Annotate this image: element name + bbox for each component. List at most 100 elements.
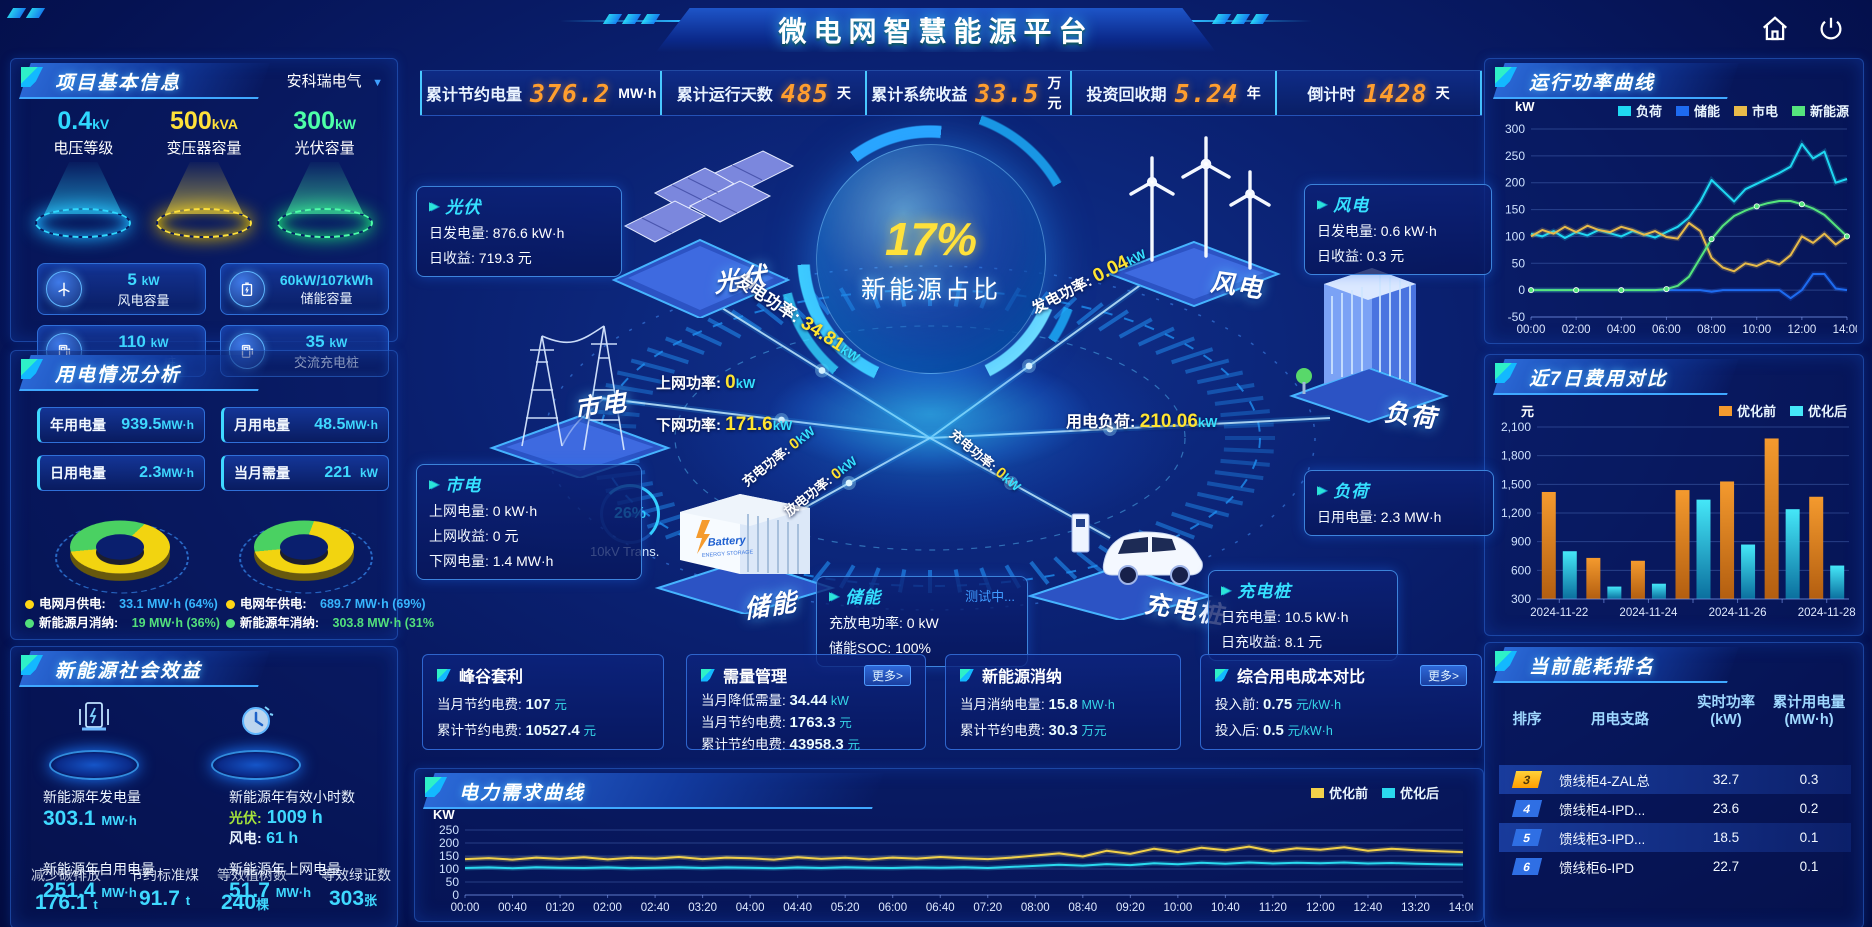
power-curve-legend: 负荷 储能 市电 新能源	[1617, 101, 1849, 120]
svg-text:0: 0	[452, 888, 459, 902]
battery-container-3d: Battery ENERGY STORAGE	[650, 464, 840, 619]
svg-text:150: 150	[439, 849, 459, 863]
svg-text:08:00: 08:00	[1021, 902, 1050, 914]
year-energy-donut	[229, 491, 379, 594]
svg-text:2024-11-28: 2024-11-28	[1798, 607, 1856, 619]
legend-year-renewable: 新能源年消纳: 303.8 MW·h (31%	[225, 614, 434, 633]
panel-social-benefit: 新能源社会效益 新能源年发电量 303.1 MW·h 新能源年有效小时数 光伏:…	[10, 646, 398, 927]
cost-legend: 优化前 优化后	[1718, 401, 1847, 420]
more-button[interactable]: 更多>	[863, 664, 911, 686]
company-select[interactable]: 安科瑞电气 ▼	[287, 70, 383, 91]
svg-text:00:00: 00:00	[1517, 324, 1546, 336]
app-title-bar: 微电网智慧能源平台	[656, 8, 1216, 52]
power-icon[interactable]	[1816, 14, 1846, 44]
table-row[interactable]: 4 馈线柜4-IPD... 23.6 0.2	[1499, 794, 1851, 823]
stat-coal-value: 91.7 t	[139, 887, 191, 910]
svg-text:150: 150	[1505, 203, 1525, 217]
renewable-share-value: 17%	[884, 213, 978, 265]
svg-text:08:40: 08:40	[1068, 902, 1097, 914]
beam-load-power: 用电负荷: 210.06kW	[1066, 411, 1218, 432]
svg-text:02:00: 02:00	[1562, 324, 1591, 336]
kpi-corner-icon	[701, 668, 715, 682]
device-label-load: 负荷	[1383, 398, 1439, 434]
renewable-share-label: 新能源占比	[860, 276, 1001, 304]
stat-saved-energy: 累计节约电量 376.2 MW·h	[420, 71, 660, 115]
legend-item: 市电	[1733, 101, 1778, 120]
stat-payback-period: 投资回收期 5.24 年	[1070, 71, 1275, 115]
ranking-table-header: 排序 用电支路 实时功率 (kW) 累计用电量 (MW·h)	[1512, 695, 1846, 728]
svg-text:200: 200	[439, 836, 459, 850]
svg-text:300: 300	[1511, 592, 1531, 606]
svg-text:2024-11-26: 2024-11-26	[1709, 607, 1767, 619]
svg-text:1,200: 1,200	[1501, 506, 1531, 520]
chip-day-usage: 日用电量 2.3MW·h	[37, 455, 205, 491]
stat-run-days: 累计运行天数 485 天	[660, 71, 865, 115]
stat-self-use-value: 251.4 MW·h	[43, 879, 137, 902]
panel-energy-ranking: 当前能耗排名 排序 用电支路 实时功率 (kW) 累计用电量 (MW·h) 3 …	[1484, 642, 1864, 927]
svg-text:1,500: 1,500	[1501, 477, 1531, 491]
legend-item: 优化前	[1310, 783, 1368, 802]
wind-icon	[46, 271, 82, 307]
rank-badge: 4	[1511, 800, 1543, 817]
realtime-power: 32.7	[1712, 772, 1740, 787]
svg-text:12:40: 12:40	[1354, 902, 1383, 914]
stat-unit: MW·h	[618, 85, 657, 101]
svg-text:2024-11-24: 2024-11-24	[1619, 607, 1678, 619]
chevrons-icon: ▶	[429, 476, 439, 491]
kpi-corner-icon	[1215, 668, 1229, 682]
stat-system-profit: 累计系统收益 33.5 万元	[865, 71, 1070, 115]
demand-curve-chart: 250 200 150 100 50 0 00:00 00:40 01:20 02:00 02:40…	[423, 809, 1477, 915]
beam-down-power: 下网功率: 171.6kW	[656, 414, 793, 435]
kpi-renewable-absorb: 新能源消纳 当月消纳电量: 15.8 MW·h 累计节约电费: 30.3 万元	[945, 654, 1181, 750]
svg-text:04:00: 04:00	[736, 902, 765, 914]
grid-info-box: ▶ 市电 上网电量: 0 kW·h 上网收益: 0 元 下网电量: 1.4 MW·…	[416, 464, 642, 580]
svg-text:2,100: 2,100	[1501, 421, 1531, 434]
legend-item: 新能源	[1791, 101, 1849, 120]
svg-text:900: 900	[1511, 535, 1531, 549]
home-icon[interactable]	[1760, 14, 1790, 44]
legend-item: 负荷	[1617, 101, 1662, 120]
stat-co2-label: 减少碳排放	[31, 867, 101, 883]
chevrons-icon: ▶	[1221, 582, 1231, 597]
table-row[interactable]: 5 馈线柜3-IPD... 18.5 0.1	[1499, 823, 1851, 852]
device-label-wind: 风电	[1209, 268, 1265, 304]
ev-charging-3d	[1020, 480, 1220, 625]
ranking-table-body: 3 馈线柜4-ZAL总 32.7 0.3 4 馈线柜4-IPD... 23.6 …	[1499, 765, 1851, 881]
svg-text:200: 200	[1505, 176, 1525, 190]
chevron-down-icon: ▼	[372, 77, 383, 89]
stat-grid-export-label: 新能源年上网电量	[229, 861, 341, 877]
header-deco-ticks-left	[602, 14, 661, 24]
chip-month-usage: 月用电量 48.5MW·h	[221, 407, 389, 443]
more-button[interactable]: 更多>	[1419, 664, 1467, 686]
stat-countdown: 倒计时 1428 天	[1275, 71, 1482, 115]
total-energy: 0.2	[1799, 801, 1819, 816]
pv-info-box: ▶ 光伏 日发电量: 876.6 kW·h 日收益: 719.3 元	[416, 186, 622, 277]
rank-badge: 5	[1511, 829, 1543, 846]
company-select-value: 安科瑞电气	[286, 73, 362, 90]
total-energy: 0.1	[1799, 830, 1819, 845]
svg-text:06:40: 06:40	[926, 902, 955, 914]
panel-run-power-curve: 运行功率曲线 kW 负荷 储能 市电 新能源 300 250 200 150 100 50 0 -5…	[1484, 58, 1864, 344]
kpi-corner-icon	[960, 668, 974, 682]
table-row[interactable]: 3 馈线柜4-ZAL总 32.7 0.3	[1499, 765, 1851, 794]
table-row[interactable]: 6 馈线柜6-IPD 22.7 0.1	[1499, 852, 1851, 881]
svg-text:04:40: 04:40	[783, 902, 812, 914]
legend-month-renewable: 新能源月消纳: 19 MW·h (36%)	[25, 614, 220, 633]
svg-text:100: 100	[1505, 229, 1525, 243]
legend-item: 储能	[1675, 101, 1720, 120]
svg-text:05:20: 05:20	[831, 902, 860, 914]
svg-text:Battery: Battery	[707, 534, 747, 549]
card-storage-capacity: 60kW/107kWh 储能容量	[220, 263, 389, 315]
svg-text:250: 250	[1505, 149, 1525, 163]
rank-badge: 6	[1511, 858, 1543, 875]
panel-cost-compare: 近7日费用对比 元 优化前 优化后 2,100 1,800 1,500 1,200 900…	[1484, 354, 1864, 636]
svg-text:1,800: 1,800	[1501, 449, 1531, 463]
realtime-power: 23.6	[1712, 801, 1740, 816]
panel-demand-curve: 电力需求曲线 优化前 优化后 KW 250 200 150 100 50 0 00:00 00:…	[414, 768, 1484, 922]
panel-title: 项目基本信息	[55, 73, 182, 94]
stat-tree-value: 240棵	[221, 891, 270, 914]
branch-name: 馈线柜3-IPD...	[1559, 831, 1646, 847]
generation-icon	[39, 699, 149, 785]
cone-voltage-level: 0.4kV 电压等级	[25, 107, 141, 257]
svg-text:09:20: 09:20	[1116, 902, 1145, 914]
